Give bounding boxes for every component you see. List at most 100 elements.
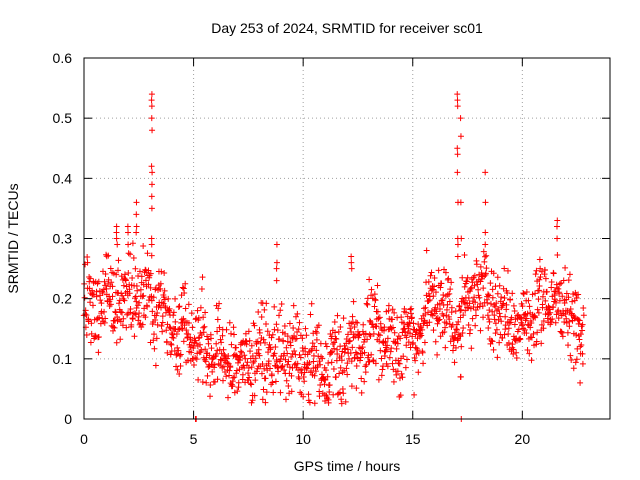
data-point bbox=[273, 259, 280, 266]
data-point bbox=[113, 339, 120, 346]
data-point bbox=[518, 315, 525, 322]
x-tick-label: 15 bbox=[405, 431, 421, 447]
data-point bbox=[346, 338, 353, 345]
data-point bbox=[151, 331, 158, 338]
data-point bbox=[161, 287, 168, 294]
data-point bbox=[211, 378, 218, 385]
data-point bbox=[489, 294, 496, 301]
data-point bbox=[157, 280, 164, 287]
data-point bbox=[384, 335, 391, 342]
data-point bbox=[183, 327, 190, 334]
data-point bbox=[306, 399, 313, 406]
data-point bbox=[566, 271, 573, 278]
data-point bbox=[175, 326, 182, 333]
data-point bbox=[523, 288, 530, 295]
y-tick-label: 0.5 bbox=[53, 110, 73, 126]
data-point bbox=[580, 312, 587, 319]
data-point bbox=[302, 345, 309, 352]
data-point bbox=[548, 284, 555, 291]
data-point bbox=[571, 315, 578, 322]
data-point bbox=[141, 305, 148, 312]
data-point bbox=[269, 331, 276, 338]
data-point bbox=[204, 372, 211, 379]
data-point bbox=[492, 283, 499, 290]
data-point bbox=[130, 254, 137, 261]
data-point bbox=[123, 324, 130, 331]
data-point bbox=[542, 275, 549, 282]
data-point bbox=[113, 271, 120, 278]
data-point bbox=[248, 364, 255, 371]
data-point bbox=[150, 294, 157, 301]
data-point bbox=[99, 268, 106, 275]
data-point bbox=[548, 319, 555, 326]
data-point bbox=[158, 322, 165, 329]
x-tick-label: 10 bbox=[295, 431, 311, 447]
data-point bbox=[353, 362, 360, 369]
data-point bbox=[323, 367, 330, 374]
data-point bbox=[235, 379, 242, 386]
data-point bbox=[503, 301, 510, 308]
data-point bbox=[477, 278, 484, 285]
data-point bbox=[565, 277, 572, 284]
data-point bbox=[453, 321, 460, 328]
data-point bbox=[489, 286, 496, 293]
data-point bbox=[211, 364, 218, 371]
data-point bbox=[331, 318, 338, 325]
data-point bbox=[203, 379, 210, 386]
data-point bbox=[245, 328, 252, 335]
data-point bbox=[361, 378, 368, 385]
data-point bbox=[536, 283, 543, 290]
data-point bbox=[294, 310, 301, 317]
data-point bbox=[264, 328, 271, 335]
data-point bbox=[255, 346, 262, 353]
data-point bbox=[136, 268, 143, 275]
data-point bbox=[411, 391, 418, 398]
data-point bbox=[245, 370, 252, 377]
data-point bbox=[253, 368, 260, 375]
data-point bbox=[303, 364, 310, 371]
data-point bbox=[317, 361, 324, 368]
data-point bbox=[260, 386, 267, 393]
data-point bbox=[126, 290, 133, 297]
data-point bbox=[579, 350, 586, 357]
data-point bbox=[447, 286, 454, 293]
data-point bbox=[562, 311, 569, 318]
data-point bbox=[174, 344, 181, 351]
data-point bbox=[295, 326, 302, 333]
data-point bbox=[148, 115, 155, 122]
data-point bbox=[525, 297, 532, 304]
data-point bbox=[331, 339, 338, 346]
data-point bbox=[159, 319, 166, 326]
data-point bbox=[433, 308, 440, 315]
data-point bbox=[405, 325, 412, 332]
data-point bbox=[510, 346, 517, 353]
data-point bbox=[533, 267, 540, 274]
data-point bbox=[483, 265, 490, 272]
data-point bbox=[251, 358, 258, 365]
data-point bbox=[378, 355, 385, 362]
data-point bbox=[489, 338, 496, 345]
data-point bbox=[237, 348, 244, 355]
data-point bbox=[373, 323, 380, 330]
data-point bbox=[181, 290, 188, 297]
data-point bbox=[154, 321, 161, 328]
data-point bbox=[176, 370, 183, 377]
data-point bbox=[353, 385, 360, 392]
data-point bbox=[113, 229, 120, 236]
data-point bbox=[484, 312, 491, 319]
data-point bbox=[454, 169, 461, 176]
data-point bbox=[388, 345, 395, 352]
data-point bbox=[112, 308, 119, 315]
data-point bbox=[283, 377, 290, 384]
data-point bbox=[501, 331, 508, 338]
data-point bbox=[454, 326, 461, 333]
data-point bbox=[464, 274, 471, 281]
data-point bbox=[136, 299, 143, 306]
data-point bbox=[220, 346, 227, 353]
data-point bbox=[84, 259, 91, 266]
data-point bbox=[173, 331, 180, 338]
data-point bbox=[513, 349, 520, 356]
data-point bbox=[389, 360, 396, 367]
data-point bbox=[277, 307, 284, 314]
data-point bbox=[87, 299, 94, 306]
